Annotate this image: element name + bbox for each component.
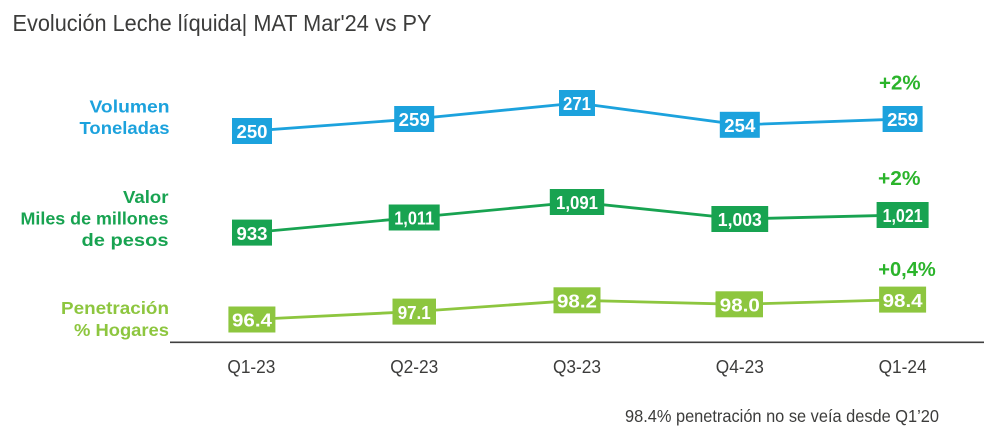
svg-text:Miles de millones: Miles de millones — [21, 209, 169, 229]
svg-text:Q1-23: Q1-23 — [227, 357, 275, 377]
svg-text:+2%: +2% — [879, 72, 921, 95]
svg-text:259: 259 — [399, 110, 430, 130]
svg-text:Valor: Valor — [123, 187, 169, 207]
svg-text:98.0: 98.0 — [720, 296, 760, 316]
svg-text:Penetración: Penetración — [61, 298, 169, 318]
svg-text:98.4% penetración no se veía d: 98.4% penetración no se veía desde Q1’20 — [625, 406, 939, 426]
svg-text:Toneladas: Toneladas — [80, 118, 170, 138]
svg-text:98.4: 98.4 — [883, 291, 923, 311]
svg-text:Q2-23: Q2-23 — [390, 357, 438, 377]
svg-text:+2%: +2% — [878, 167, 921, 190]
svg-text:250: 250 — [237, 122, 268, 142]
svg-text:933: 933 — [237, 224, 268, 244]
svg-text:% Hogares: % Hogares — [74, 320, 169, 340]
svg-text:254: 254 — [724, 116, 755, 136]
svg-text:de pesos: de pesos — [82, 230, 169, 250]
svg-text:1,003: 1,003 — [718, 210, 762, 230]
svg-text:1,011: 1,011 — [394, 209, 434, 229]
svg-text:Q1-24: Q1-24 — [879, 357, 927, 377]
svg-text:1,091: 1,091 — [556, 193, 598, 213]
svg-text:271: 271 — [563, 94, 591, 114]
svg-text:Q3-23: Q3-23 — [553, 357, 601, 377]
svg-text:1,021: 1,021 — [883, 206, 923, 226]
svg-text:Q4-23: Q4-23 — [716, 357, 764, 377]
svg-text:Volumen: Volumen — [90, 96, 170, 116]
svg-text:96.4: 96.4 — [232, 311, 272, 331]
svg-text:97.1: 97.1 — [398, 303, 431, 323]
svg-text:98.2: 98.2 — [557, 292, 597, 312]
svg-text:259: 259 — [887, 110, 918, 130]
svg-text:+0,4%: +0,4% — [878, 258, 936, 281]
svg-text:Evolución Leche líquida| MAT M: Evolución Leche líquida| MAT Mar'24 vs P… — [13, 10, 432, 36]
